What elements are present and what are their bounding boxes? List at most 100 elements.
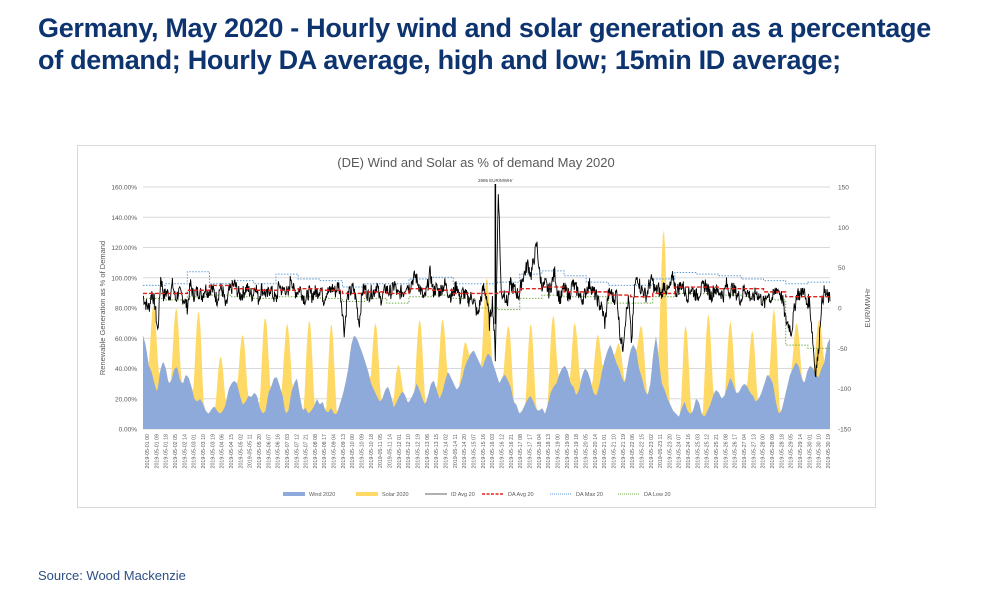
y2-tick-label: -150 xyxy=(838,427,851,434)
x-tick-label: 2019-05-21 01 xyxy=(602,434,608,469)
y-tick-label: 100.00% xyxy=(111,275,137,282)
x-axis-ticks: 2019-05-01 00 2019-05-01 09 2019-05-01 18 2… xyxy=(145,434,832,469)
x-tick-label: 2019-05-13 15 xyxy=(434,434,440,469)
x-tick-label: 2019-05-23 02 xyxy=(649,434,655,469)
x-tick-label: 2019-05-23 11 xyxy=(658,434,664,468)
legend-label: Solar 2020 xyxy=(382,492,409,498)
x-tick-label: 2019-05-10 09 xyxy=(360,434,366,469)
legend-label: DA Max 20 xyxy=(576,492,603,498)
x-tick-label: 2019-05-25 21 xyxy=(714,434,720,469)
x-tick-label: 2019-05-24 07 xyxy=(677,434,683,469)
x-tick-label: 2019-05-16 12 xyxy=(499,434,505,469)
x-tick-label: 2019-05-25 12 xyxy=(705,434,711,469)
y-axis-ticks: 0.00% 20.00% 40.00% 60.00% 80.00% 100.00% 120.… xyxy=(111,185,137,434)
x-tick-label: 2019-05-09 13 xyxy=(341,434,347,469)
x-tick-label: 2019-05-30 01 xyxy=(807,434,813,469)
y-tick-label: 20.00% xyxy=(115,396,137,403)
legend-item: DA Max 20 xyxy=(550,492,603,498)
x-tick-label: 2019-05-04 06 xyxy=(220,434,226,469)
x-tick-label: 2019-05-14 11 xyxy=(453,434,459,468)
x-tick-label: 2019-05-26 17 xyxy=(733,434,739,469)
x-tick-label: 2019-05-06 16 xyxy=(276,434,282,469)
x-tick-label: 2019-05-18 04 xyxy=(537,434,543,469)
legend-item: Wind 2020 xyxy=(283,492,335,498)
x-tick-label: 2019-05-12 19 xyxy=(416,434,422,469)
x-tick-label: 2019-05-29 05 xyxy=(789,434,795,469)
x-tick-label: 2019-05-01 00 xyxy=(145,434,151,469)
x-tick-label: 2019-05-27 04 xyxy=(742,434,748,469)
y2-axis-ticks: -150 -100 -50 0 50 100 150 xyxy=(838,185,851,434)
x-tick-label: 2019-05-03 01 xyxy=(192,434,198,469)
chart-title: (DE) Wind and Solar as % of demand May 2… xyxy=(337,155,614,170)
legend-item: ID Avg 20 xyxy=(425,492,475,498)
x-tick-label: 2019-05-04 15 xyxy=(229,434,235,469)
y2-tick-label: 100 xyxy=(838,225,849,232)
id-avg-line xyxy=(142,194,831,378)
y-tick-label: 80.00% xyxy=(115,306,137,313)
x-tick-label: 2019-05-29 14 xyxy=(798,434,804,469)
x-tick-label: 2019-05-08 17 xyxy=(322,434,328,469)
x-tick-label: 2019-05-16 03 xyxy=(490,434,496,469)
x-tick-label: 2019-05-07 12 xyxy=(294,434,300,469)
legend-swatch xyxy=(356,492,378,496)
x-tick-label: 2019-05-17 08 xyxy=(518,434,524,469)
x-tick-label: 2019-05-30 19 xyxy=(826,434,832,469)
x-tick-label: 2019-05-24 16 xyxy=(686,434,692,469)
x-tick-label: 2019-05-17 17 xyxy=(527,434,533,469)
line-series xyxy=(142,184,831,378)
x-tick-label: 2019-05-28 09 xyxy=(770,434,776,469)
x-tick-label: 2019-05-10 18 xyxy=(369,434,375,469)
x-tick-label: 2019-05-20 05 xyxy=(583,434,589,469)
x-tick-label: 2019-05-16 21 xyxy=(509,434,515,469)
x-tick-label: 2019-05-06 07 xyxy=(266,434,272,469)
y-axis-label: Renewable Generation as % of Demand xyxy=(98,241,107,375)
x-tick-label: 2019-05-18 13 xyxy=(546,434,552,469)
y-tick-label: 160.00% xyxy=(111,185,137,192)
y-tick-label: 60.00% xyxy=(115,336,137,343)
chart: (DE) Wind and Solar as % of demand May 2… xyxy=(98,155,872,498)
x-tick-label: 2019-05-19 09 xyxy=(565,434,571,469)
legend-label: DA Low 20 xyxy=(644,492,671,498)
x-tick-label: 2019-05-11 05 xyxy=(378,434,384,468)
x-tick-label: 2019-05-22 06 xyxy=(630,434,636,469)
x-tick-label: 2019-05-03 19 xyxy=(210,434,216,469)
legend-label: DA Avg 20 xyxy=(508,492,534,498)
x-tick-label: 2019-05-14 02 xyxy=(444,434,450,469)
y-tick-label: 120.00% xyxy=(111,245,137,252)
x-tick-label: 2019-05-27 13 xyxy=(751,434,757,469)
x-tick-label: 2019-05-07 03 xyxy=(285,434,291,469)
legend-label: Wind 2020 xyxy=(309,492,335,498)
x-tick-label: 2019-05-23 20 xyxy=(667,434,673,469)
x-tick-label: 2019-05-01 18 xyxy=(164,434,170,469)
y-tick-label: 40.00% xyxy=(115,366,137,373)
area-series xyxy=(143,230,830,429)
x-tick-label: 2019-05-08 08 xyxy=(313,434,319,469)
x-tick-label: 2019-05-10 00 xyxy=(350,434,356,469)
x-tick-label: 2019-05-02 14 xyxy=(182,434,188,469)
da-max-line xyxy=(143,270,830,288)
x-tick-label: 2019-05-07 21 xyxy=(304,434,310,469)
wind-area xyxy=(143,335,830,429)
y2-tick-label: -100 xyxy=(838,386,851,393)
y-tick-label: 140.00% xyxy=(111,215,137,222)
x-tick-label: 2019-05-25 03 xyxy=(695,434,701,469)
source-note: Source: Wood Mackenzie xyxy=(38,568,186,583)
x-tick-label: 2019-05-30 10 xyxy=(817,434,823,469)
chart-frame: (DE) Wind and Solar as % of demand May 2… xyxy=(77,145,876,508)
x-tick-label: 2019-05-09 04 xyxy=(332,434,338,469)
x-tick-label: 2019-05-05 20 xyxy=(257,434,263,469)
x-tick-label: 2019-05-21 10 xyxy=(611,434,617,469)
y2-tick-label: 50 xyxy=(838,265,846,272)
x-tick-label: 2019-05-01 09 xyxy=(154,434,160,469)
x-tick-label: 2019-05-15 16 xyxy=(481,434,487,469)
x-tick-label: 2019-05-19 00 xyxy=(555,434,561,469)
x-tick-label: 2019-05-21 19 xyxy=(621,434,627,469)
x-tick-label: 2019-05-28 18 xyxy=(779,434,785,469)
legend-swatch xyxy=(283,492,305,496)
x-tick-label: 2019-05-11 14 xyxy=(388,434,394,468)
x-tick-label: 2019-05-19 18 xyxy=(574,434,580,469)
x-tick-label: 2019-05-28 00 xyxy=(761,434,767,469)
x-tick-label: 2019-05-13 06 xyxy=(425,434,431,469)
page-title: Germany, May 2020 - Hourly wind and sola… xyxy=(38,13,931,75)
legend-item: DA Avg 20 xyxy=(482,492,534,498)
